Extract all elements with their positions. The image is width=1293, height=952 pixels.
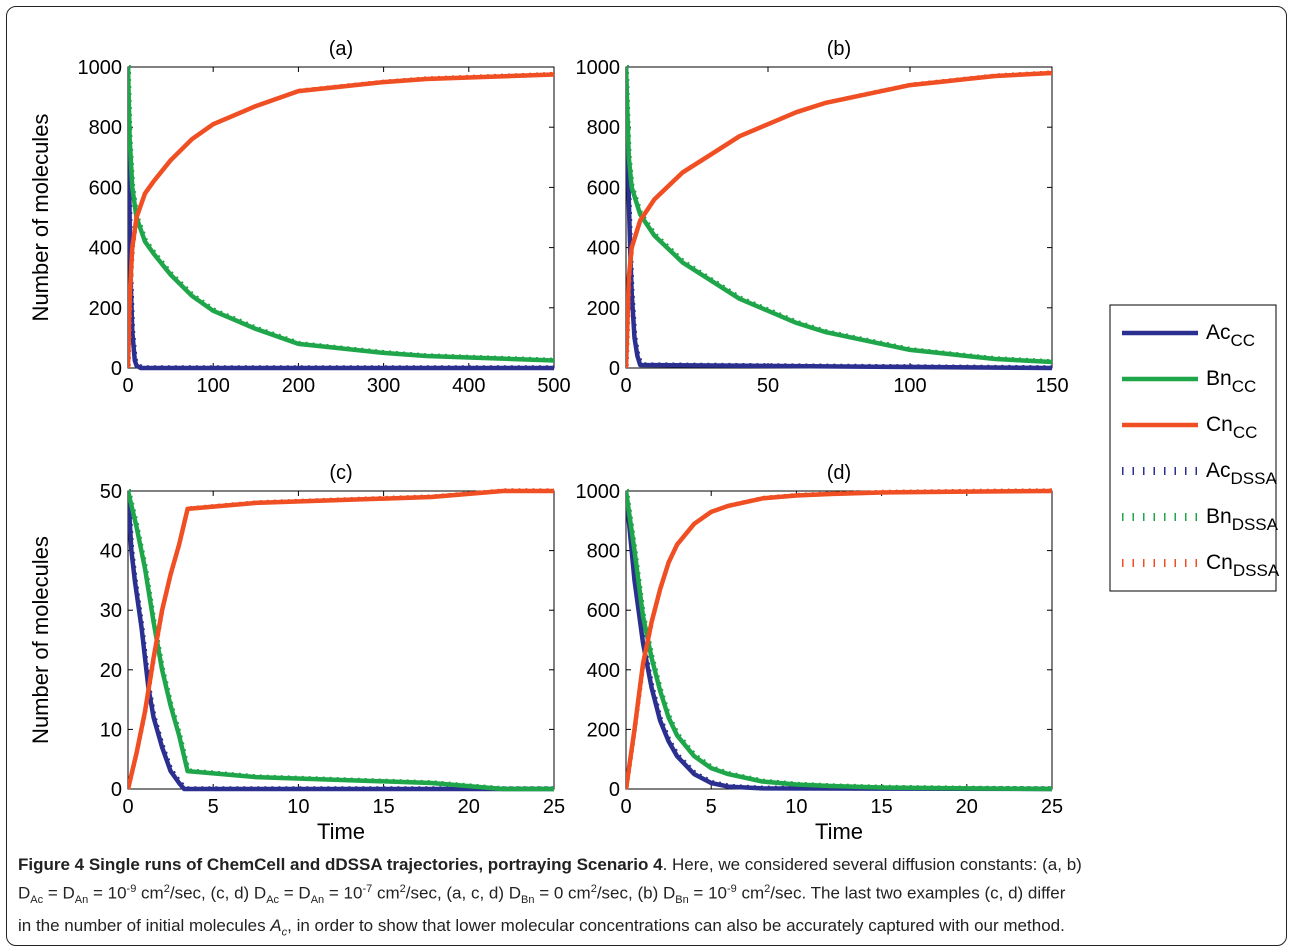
- x-tick-label: 50: [757, 375, 779, 397]
- x-tick-label: 150: [1035, 375, 1068, 397]
- y-tick-label: 800: [587, 541, 620, 563]
- legend-label: BnDSSA: [1206, 505, 1279, 534]
- y-tick-label: 600: [587, 600, 620, 622]
- x-tick-label: 10: [287, 796, 309, 818]
- panel-title: (a): [329, 38, 353, 60]
- x-tick-label: 100: [893, 375, 926, 397]
- y-tick-label: 400: [587, 238, 620, 260]
- y-tick-label: 800: [89, 117, 122, 139]
- legend-label: AcDSSA: [1206, 459, 1277, 488]
- x-tick-label: 0: [122, 796, 133, 818]
- y-tick-label: 0: [609, 358, 620, 380]
- y-tick-label: 800: [587, 117, 620, 139]
- caption-intro: . Here, we considered several diffusion …: [662, 855, 1082, 874]
- panel-title: (b): [827, 38, 851, 60]
- y-tick-label: 10: [100, 719, 122, 741]
- plot-area-c: [127, 490, 555, 790]
- legend: AcCC BnCC CnCC AcDSSA BnDSSA CnDSSA: [1109, 304, 1280, 592]
- x-tick-label: 300: [367, 375, 400, 397]
- y-tick-label: 50: [100, 481, 122, 503]
- plot-area-d: [625, 490, 1053, 790]
- caption-line-2: DAc = DAn = 10-9 cm2/sec, (c, d) DAc = D…: [18, 883, 1066, 907]
- series-line-cn-cc: [128, 72, 554, 369]
- series-line-ac-cc: [128, 66, 554, 371]
- y-tick-label: 40: [100, 541, 122, 563]
- x-tick-label: 5: [208, 796, 219, 818]
- x-tick-label: 200: [282, 375, 315, 397]
- x-tick-label: 25: [543, 796, 565, 818]
- legend-label: CnCC: [1206, 413, 1257, 442]
- x-tick-label: 500: [537, 375, 570, 397]
- legend-box: [1109, 304, 1277, 592]
- caption-line-3: in the number of initial molecules Ac, i…: [18, 916, 1065, 939]
- y-tick-label: 1000: [78, 57, 123, 79]
- x-tick-label: 25: [1041, 796, 1063, 818]
- y-tick-label: 30: [100, 600, 122, 622]
- y-tick-label: 0: [111, 779, 122, 801]
- series-line-bn-cc: [626, 66, 1052, 365]
- series-group: [626, 64, 1052, 371]
- series-group: [128, 488, 554, 792]
- caption-title: Figure 4 Single runs of ChemCell and dDS…: [18, 855, 663, 874]
- caption-line-1: Figure 4 Single runs of ChemCell and dDS…: [18, 852, 1280, 877]
- y-tick-label: 1000: [576, 57, 621, 79]
- y-tick-label: 600: [89, 177, 122, 199]
- x-axis-label: Time: [317, 819, 365, 844]
- panel-title: (d): [827, 462, 851, 484]
- y-axis-label: Number of molecules: [28, 536, 53, 744]
- figure-canvas: 0 100 200 300 400 50002004006008001000(a)Numb…: [28, 38, 1280, 844]
- y-tick-label: 400: [89, 238, 122, 260]
- y-axis-label: Number of molecules: [28, 114, 53, 322]
- panel-title: (c): [329, 462, 352, 484]
- x-tick-label: 100: [197, 375, 230, 397]
- x-tick-label: 20: [458, 796, 480, 818]
- x-tick-label: 0: [122, 375, 133, 397]
- y-tick-label: 200: [89, 298, 122, 320]
- legend-label: CnDSSA: [1206, 551, 1280, 580]
- y-tick-label: 20: [100, 660, 122, 682]
- x-tick-label: 5: [706, 796, 717, 818]
- series-line-bn-cc-dssa: [627, 64, 1052, 361]
- plot-area-b: [625, 66, 1053, 369]
- y-tick-label: 0: [111, 358, 122, 380]
- y-tick-label: 0: [609, 779, 620, 801]
- y-tick-label: 1000: [576, 481, 621, 503]
- x-tick-label: 15: [870, 796, 892, 818]
- x-tick-label: 10: [785, 796, 807, 818]
- series-line-ac-cc: [626, 490, 1052, 792]
- series-line-bn-cc: [128, 66, 554, 363]
- figure-frame: [6, 6, 1287, 946]
- x-tick-label: 20: [956, 796, 978, 818]
- series-line-bn-cc: [128, 490, 554, 792]
- panel-b: 0 50 100 150 0 200 400 600 800 1000 (b): [576, 38, 1069, 397]
- series-group: [626, 488, 1052, 792]
- figure-caption: Figure 4 Single runs of ChemCell and dDS…: [18, 852, 1280, 945]
- plot-area-a: [127, 66, 555, 369]
- panel-d: 0 5 10 15 20 25 0 200 400 600 800 1000 (d) Time: [576, 462, 1064, 844]
- panel-a: 0 100 200 300 400 500 0 200 400 600 800 1000 (a) Numb…: [28, 38, 571, 397]
- x-tick-label: 400: [452, 375, 485, 397]
- y-tick-label: 600: [587, 177, 620, 199]
- series-line-cn-cc: [128, 488, 554, 790]
- y-tick-label: 200: [587, 719, 620, 741]
- panel-c: 0 5 10 15 20 25 0 10 20 30 40 50 (c) Time Number of mo…: [28, 462, 565, 844]
- x-tick-label: 15: [372, 796, 394, 818]
- x-tick-label: 0: [620, 796, 631, 818]
- series-line-cn-cc: [626, 488, 1052, 790]
- legend-label: AcCC: [1206, 321, 1255, 350]
- y-tick-label: 200: [587, 298, 620, 320]
- x-tick-label: 0: [620, 375, 631, 397]
- series-group: [128, 64, 554, 371]
- y-tick-label: 400: [587, 660, 620, 682]
- series-line-cn-cc: [626, 70, 1052, 369]
- x-axis-label: Time: [815, 819, 863, 844]
- legend-label: BnCC: [1206, 367, 1256, 396]
